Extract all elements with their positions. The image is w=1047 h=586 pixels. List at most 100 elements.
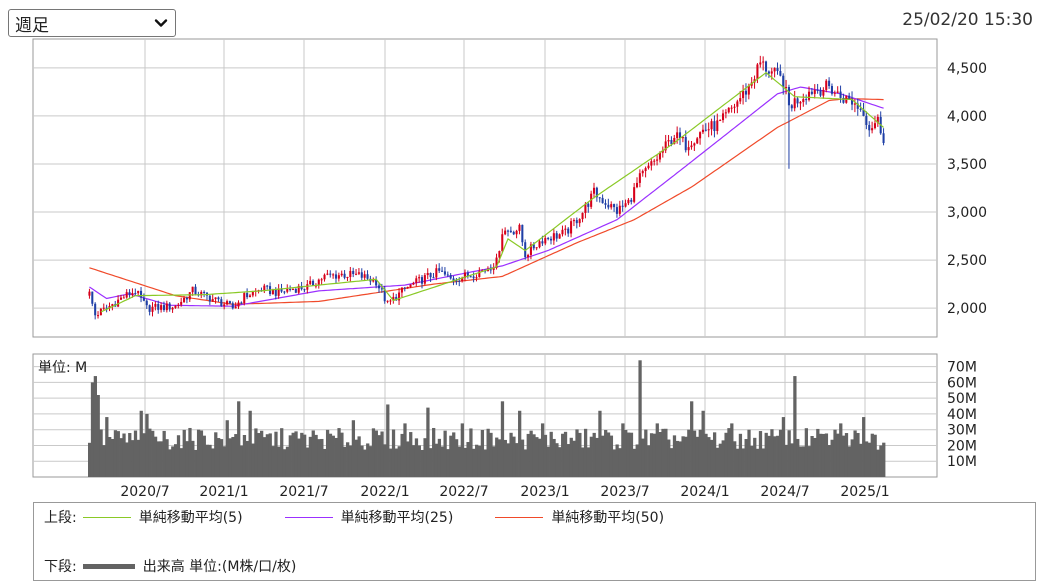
volume-bar [274,431,278,477]
candle-body [248,295,252,298]
candle-body [174,305,177,308]
x-tick-label: 2022/1 [360,484,409,500]
volume-bar [234,434,238,477]
volume-bar [211,448,215,477]
volume-bar [432,427,436,477]
volume-bar [477,445,482,477]
candle-body [742,90,745,99]
candle-body [125,292,128,298]
x-tick-label: 2023/1 [520,484,569,500]
volume-bar [790,443,794,477]
volume-bar [847,446,851,477]
volume-bar [710,439,714,477]
volume-bar [116,431,120,477]
volume-bar [202,435,206,477]
volume-bar [563,431,568,477]
candle-body [122,297,125,299]
volume-bar [325,429,330,477]
volume-bar [271,446,275,477]
candle-body [403,287,406,289]
candle-body [203,291,206,293]
candle-body [475,277,478,279]
candle-body [200,291,203,296]
volume-bar [647,445,651,477]
candle-body [790,105,793,109]
volume-bar [174,444,178,477]
candle-body [581,212,584,220]
volume-bar [311,430,315,477]
candle-body [111,304,114,307]
legend-item-ma5: 単純移動平均(5) [77,507,243,527]
candle-body [300,285,303,290]
volume-bar [260,430,264,477]
candle-body [383,289,386,302]
candle-body [521,224,524,243]
volume-bar [773,436,777,477]
volume-bar [300,432,304,477]
volume-bar [291,432,295,477]
candle-body [828,80,831,87]
candle-body [211,299,214,302]
legend: 上段: 単純移動平均(5) 単純移動平均(25) 単純移動平均(50) 下段: … [33,502,1036,581]
candle-body [495,257,498,268]
legend-item-ma25: 単純移動平均(25) [279,507,453,527]
candle-body [398,292,401,301]
volume-bar [819,433,823,477]
volume-bar [859,443,863,477]
candle-body [764,61,768,72]
candle-body [160,305,163,310]
candle-body [329,273,332,275]
volume-bar [168,449,172,477]
candle-body [429,273,432,278]
volume-bar [578,432,582,477]
candle-body [578,219,581,224]
volume-bar [469,428,473,477]
candle-body [461,277,464,282]
candle-body [704,129,707,131]
price-tick-label: 3,000 [947,205,987,221]
x-tick-label: 2021/7 [279,484,328,500]
volume-bar [641,438,645,477]
candle-body [670,140,673,145]
volume-bar [629,432,634,477]
volume-bar [583,428,588,477]
volume-tick-label: 50M [947,391,977,407]
volume-bar [793,376,797,477]
volume-bar [664,428,668,477]
volume-bar [222,446,227,477]
candle-body [618,205,621,214]
volume-bar [781,417,786,477]
candle-body [842,97,845,103]
price-tick-label: 2,000 [947,301,987,317]
volume-bar [767,435,771,477]
candle-body [441,270,444,272]
volume-bar [131,440,135,477]
candle-body [538,241,541,248]
volume-bar [475,444,479,477]
volume-bar [755,448,760,477]
volume-bar [288,435,292,477]
candle-body [234,306,237,309]
candle-body [435,268,438,278]
volume-bar [796,438,800,477]
candle-body [638,173,641,183]
volume-bar [701,410,705,477]
candle-body [836,91,839,93]
volume-bar [248,410,252,477]
volume-bar [208,444,212,477]
candle-body [575,220,578,224]
volume-bar [254,428,258,477]
volume-bar [443,430,447,477]
candle-body [647,165,650,169]
volume-bar [690,401,694,477]
volume-bars [88,360,886,477]
volume-bar [882,442,886,477]
candle-body [291,288,295,290]
period-select[interactable]: 週足 [8,9,176,37]
volume-bar [452,432,456,477]
volume-bar [589,436,593,477]
candle-body [862,109,865,116]
volume-bar [182,429,186,477]
candle-body [850,98,854,105]
x-tick-label: 2022/7 [439,484,488,500]
